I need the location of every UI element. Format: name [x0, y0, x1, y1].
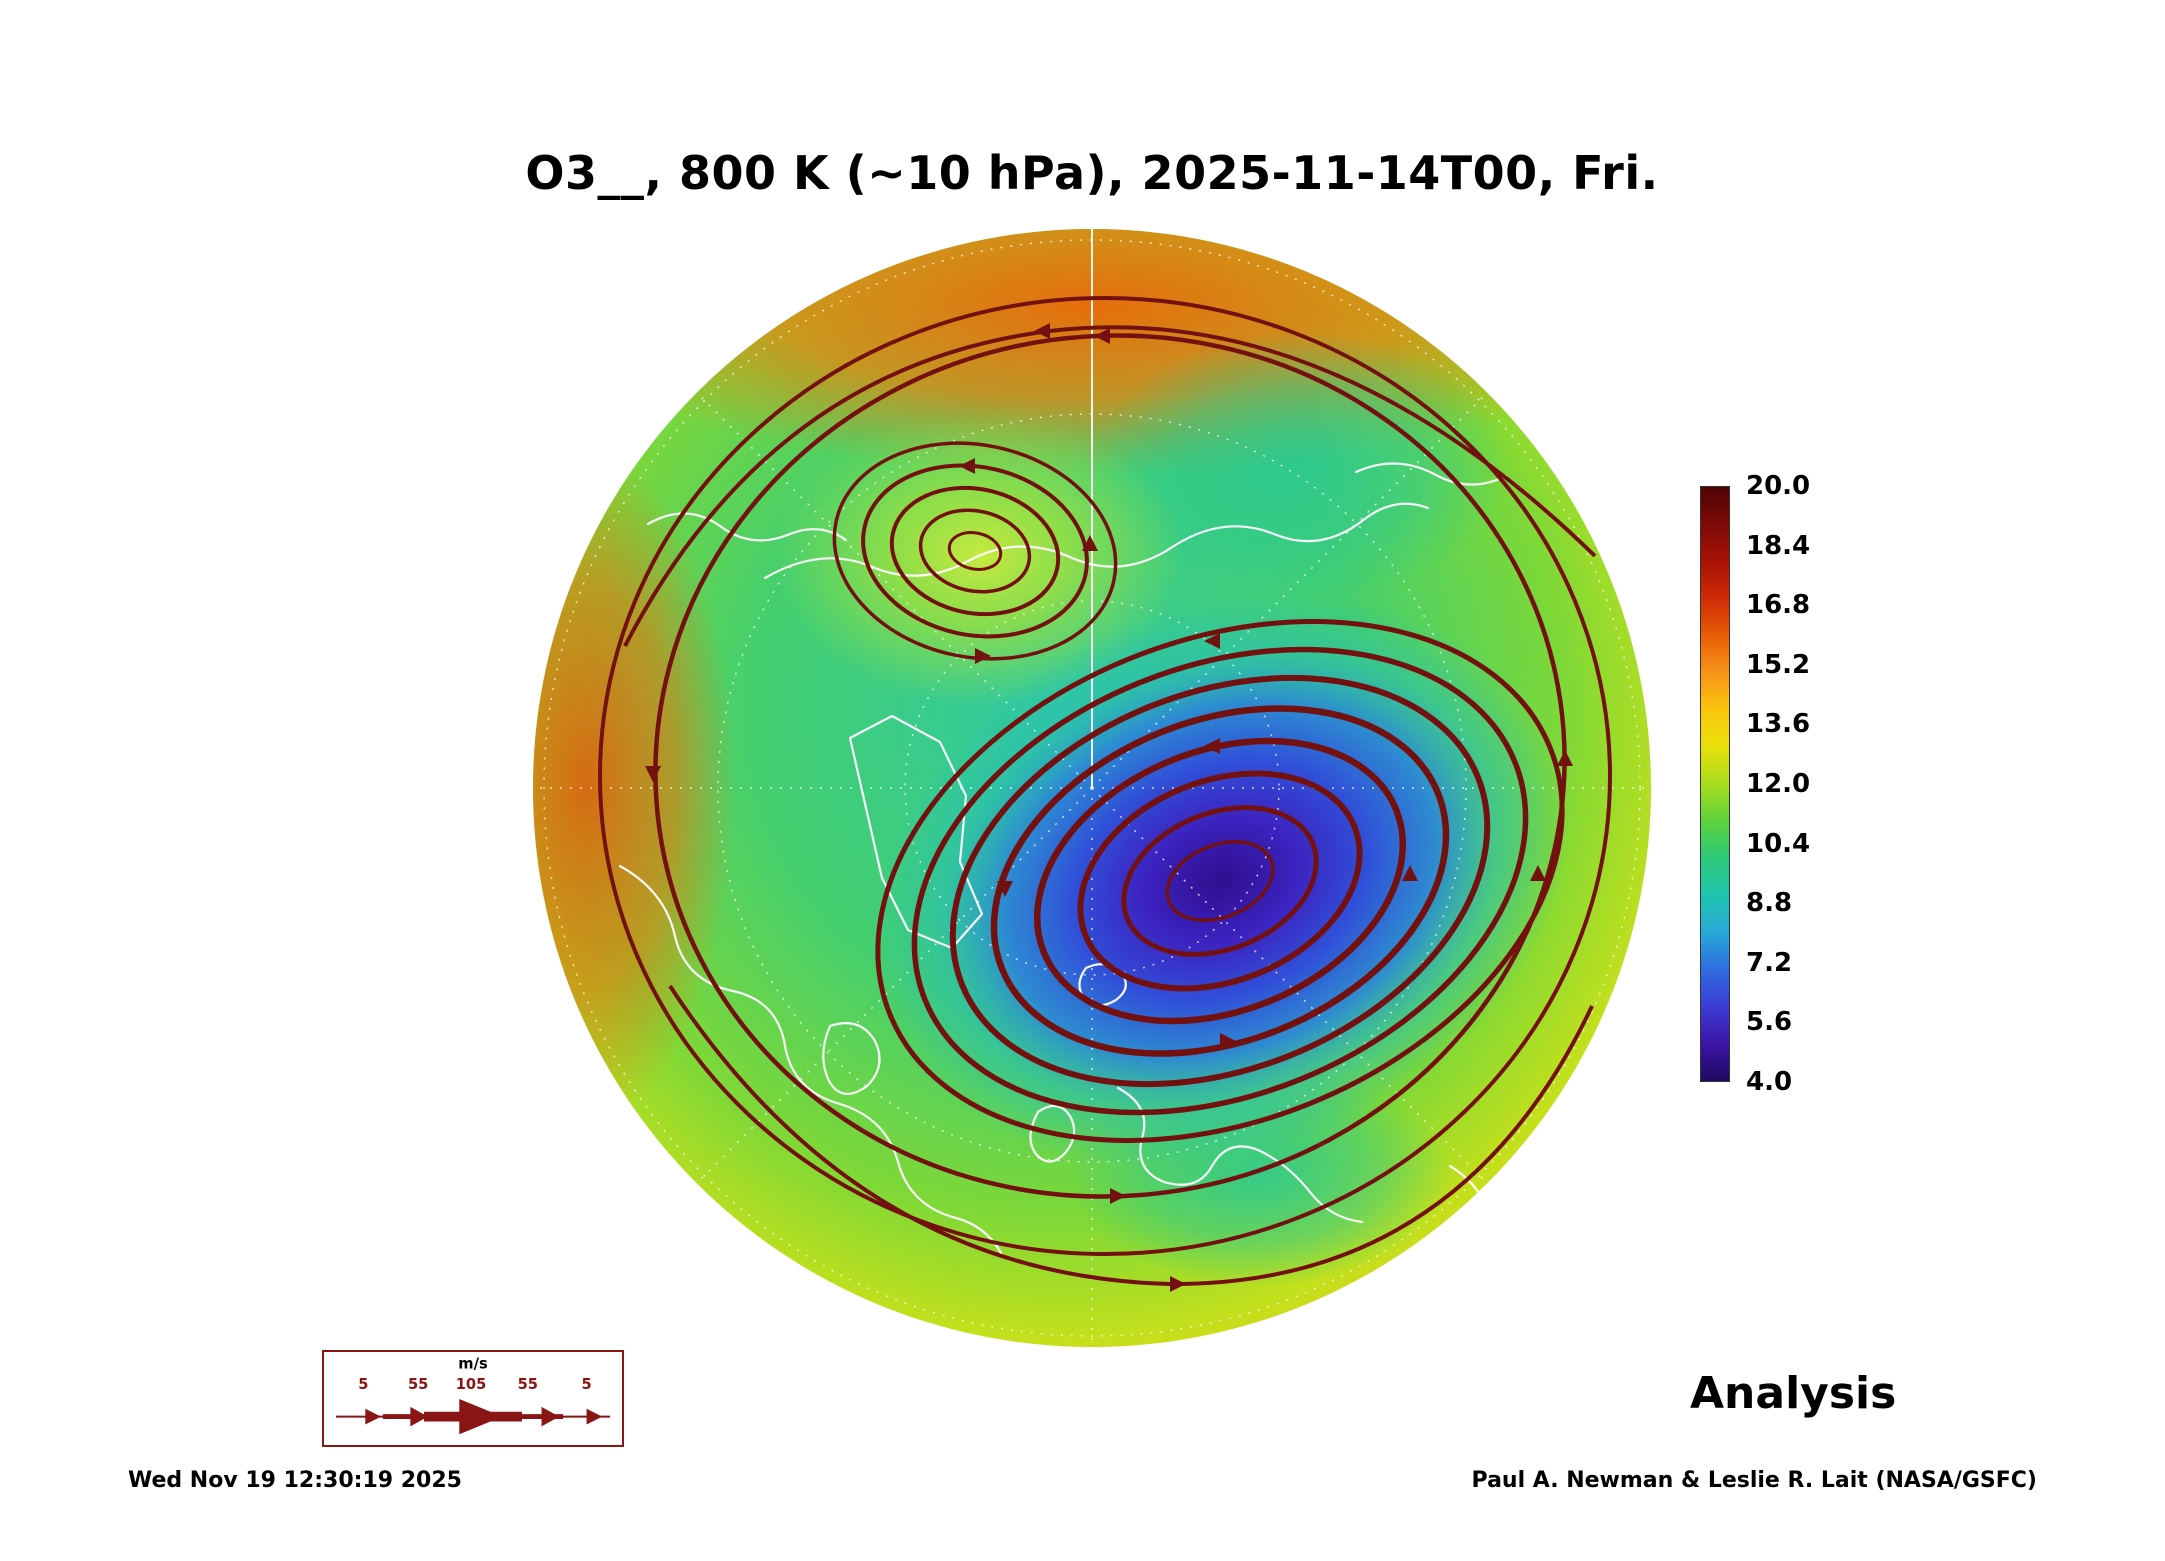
analysis-label: Analysis	[1690, 1368, 1897, 1419]
wind-speed-tick-label: 55	[408, 1376, 428, 1393]
generated-timestamp: Wed Nov 19 12:30:19 2025	[128, 1468, 462, 1493]
colorbar-tick-label: 16.8	[1746, 590, 1811, 621]
colorbar-tick-label: 13.6	[1746, 709, 1811, 740]
main-vortex-streamlines	[875, 619, 1565, 1143]
wind-speed-arrow-scale	[335, 1398, 611, 1435]
globe-map-container	[530, 226, 1654, 1350]
globe-map	[533, 229, 1651, 1347]
colorbar-tick-label: 4.0	[1746, 1066, 1793, 1097]
colorbar-tick-label: 20.0	[1746, 471, 1811, 501]
colorbar-tick-label: 5.6	[1746, 1007, 1793, 1038]
colorbar-tick-label: 15.2	[1746, 649, 1811, 680]
colorbar-tick-label: 12.0	[1746, 768, 1811, 799]
streamlines-layer	[598, 296, 1612, 1287]
circumpolar-streamlines	[598, 296, 1612, 1287]
secondary-vortex-streamlines	[832, 441, 1118, 661]
colorbar-gradient	[1700, 486, 1730, 1082]
colorbar: 20.0 18.4 16.8 15.2 13.6 12.0 10.4 8.8 7…	[1746, 473, 1810, 1095]
colorbar-tick-label: 7.2	[1746, 947, 1793, 978]
wind-speed-tick-label: 5	[581, 1376, 591, 1393]
colorbar-tick-label: 18.4	[1746, 530, 1811, 561]
wind-speed-tick-label: 5	[358, 1376, 368, 1393]
colorbar-tick-label: 8.8	[1746, 888, 1793, 919]
credit-text: Paul A. Newman & Leslie R. Lait (NASA/GS…	[1471, 1468, 2037, 1493]
wind-speed-scale-graphic: m/s 5 55 105 55 5	[335, 1356, 611, 1435]
wind-speed-tick-label: 105	[456, 1376, 487, 1393]
page-title: O3__, 800 K (~10 hPa), 2025-11-14T00, Fr…	[525, 146, 1659, 200]
wind-speed-tick-label: 55	[518, 1376, 538, 1393]
wind-speed-units-label: m/s	[458, 1356, 488, 1373]
wind-speed-legend: m/s 5 55 105 55 5	[322, 1350, 624, 1447]
colorbar-tick-label: 10.4	[1746, 828, 1811, 859]
